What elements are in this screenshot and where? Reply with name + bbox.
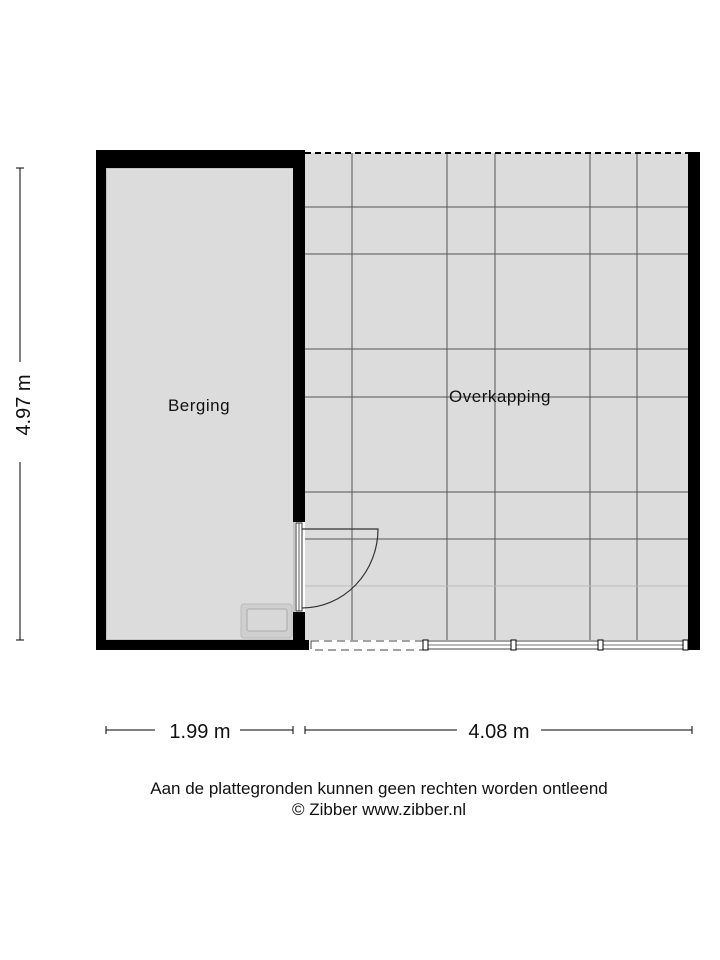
dimension-widths <box>105 726 693 734</box>
dimension-width-right-label: 4.08 m <box>468 721 529 743</box>
dimension-width-left-label: 1.99 m <box>169 721 230 743</box>
bottom-openings <box>310 639 689 651</box>
walls <box>96 150 700 650</box>
sink-icon <box>240 603 293 639</box>
floor-grid <box>305 153 689 640</box>
room-label-berging: Berging <box>168 396 230 415</box>
dimension-height <box>16 167 24 641</box>
door <box>295 522 379 612</box>
dimension-height-label: 4.97 m <box>13 374 35 435</box>
berging-floor <box>105 167 295 641</box>
room-label-overkapping: Overkapping <box>449 387 551 406</box>
copyright-text: © Zibber www.zibber.nl <box>292 800 466 819</box>
disclaimer-text: Aan de plattegronden kunnen geen rechten… <box>150 779 607 798</box>
